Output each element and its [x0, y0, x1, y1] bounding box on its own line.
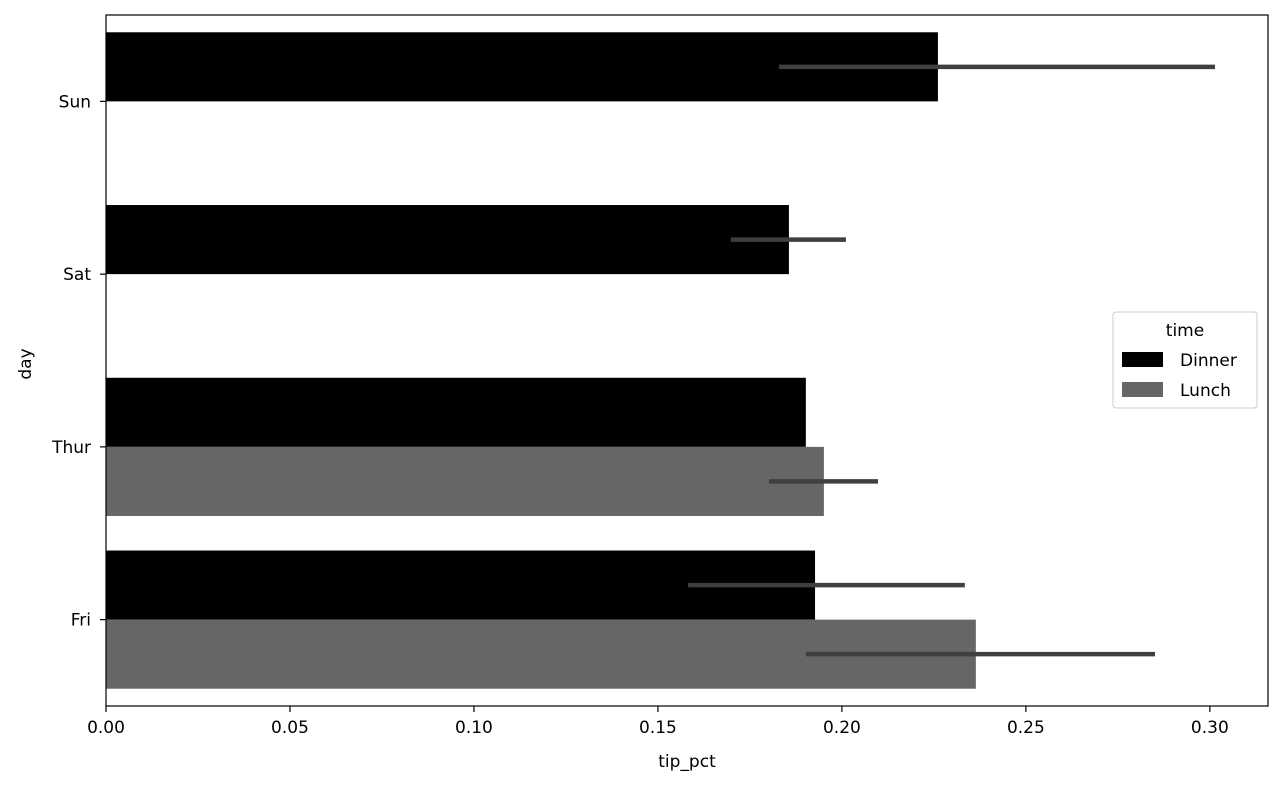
y-tick-label: Sun — [59, 92, 91, 112]
legend: time Dinner Lunch — [1112, 311, 1258, 409]
bar-lunch-thur — [106, 446, 824, 516]
x-tick-label: 0.25 — [1007, 718, 1045, 738]
y-tick-label: Sat — [63, 265, 91, 285]
legend-label-dinner: Dinner — [1180, 351, 1237, 371]
bar-dinner-sat — [106, 205, 789, 275]
legend-swatch-dinner — [1122, 352, 1163, 367]
y-tick-label: Fri — [71, 611, 91, 631]
bar-dinner-thur — [106, 377, 806, 447]
x-axis-label: tip_pct — [658, 752, 716, 772]
plot-frame — [105, 14, 1269, 707]
x-tick-label: 0.10 — [455, 718, 493, 738]
legend-label-lunch: Lunch — [1180, 381, 1231, 401]
x-tick-label: 0.20 — [823, 718, 861, 738]
x-tick-label: 0.15 — [639, 718, 677, 738]
y-axis-label: day — [16, 348, 36, 379]
x-tick-label: 0.05 — [271, 718, 309, 738]
y-tick-label: Thur — [51, 438, 91, 458]
legend-title: time — [1166, 321, 1204, 341]
x-tick-label: 0.30 — [1191, 718, 1229, 738]
x-tick-label: 0.00 — [87, 718, 125, 738]
legend-swatch-lunch — [1122, 382, 1163, 397]
